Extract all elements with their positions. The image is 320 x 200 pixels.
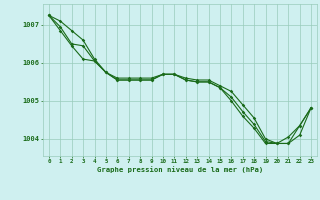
X-axis label: Graphe pression niveau de la mer (hPa): Graphe pression niveau de la mer (hPa): [97, 166, 263, 173]
